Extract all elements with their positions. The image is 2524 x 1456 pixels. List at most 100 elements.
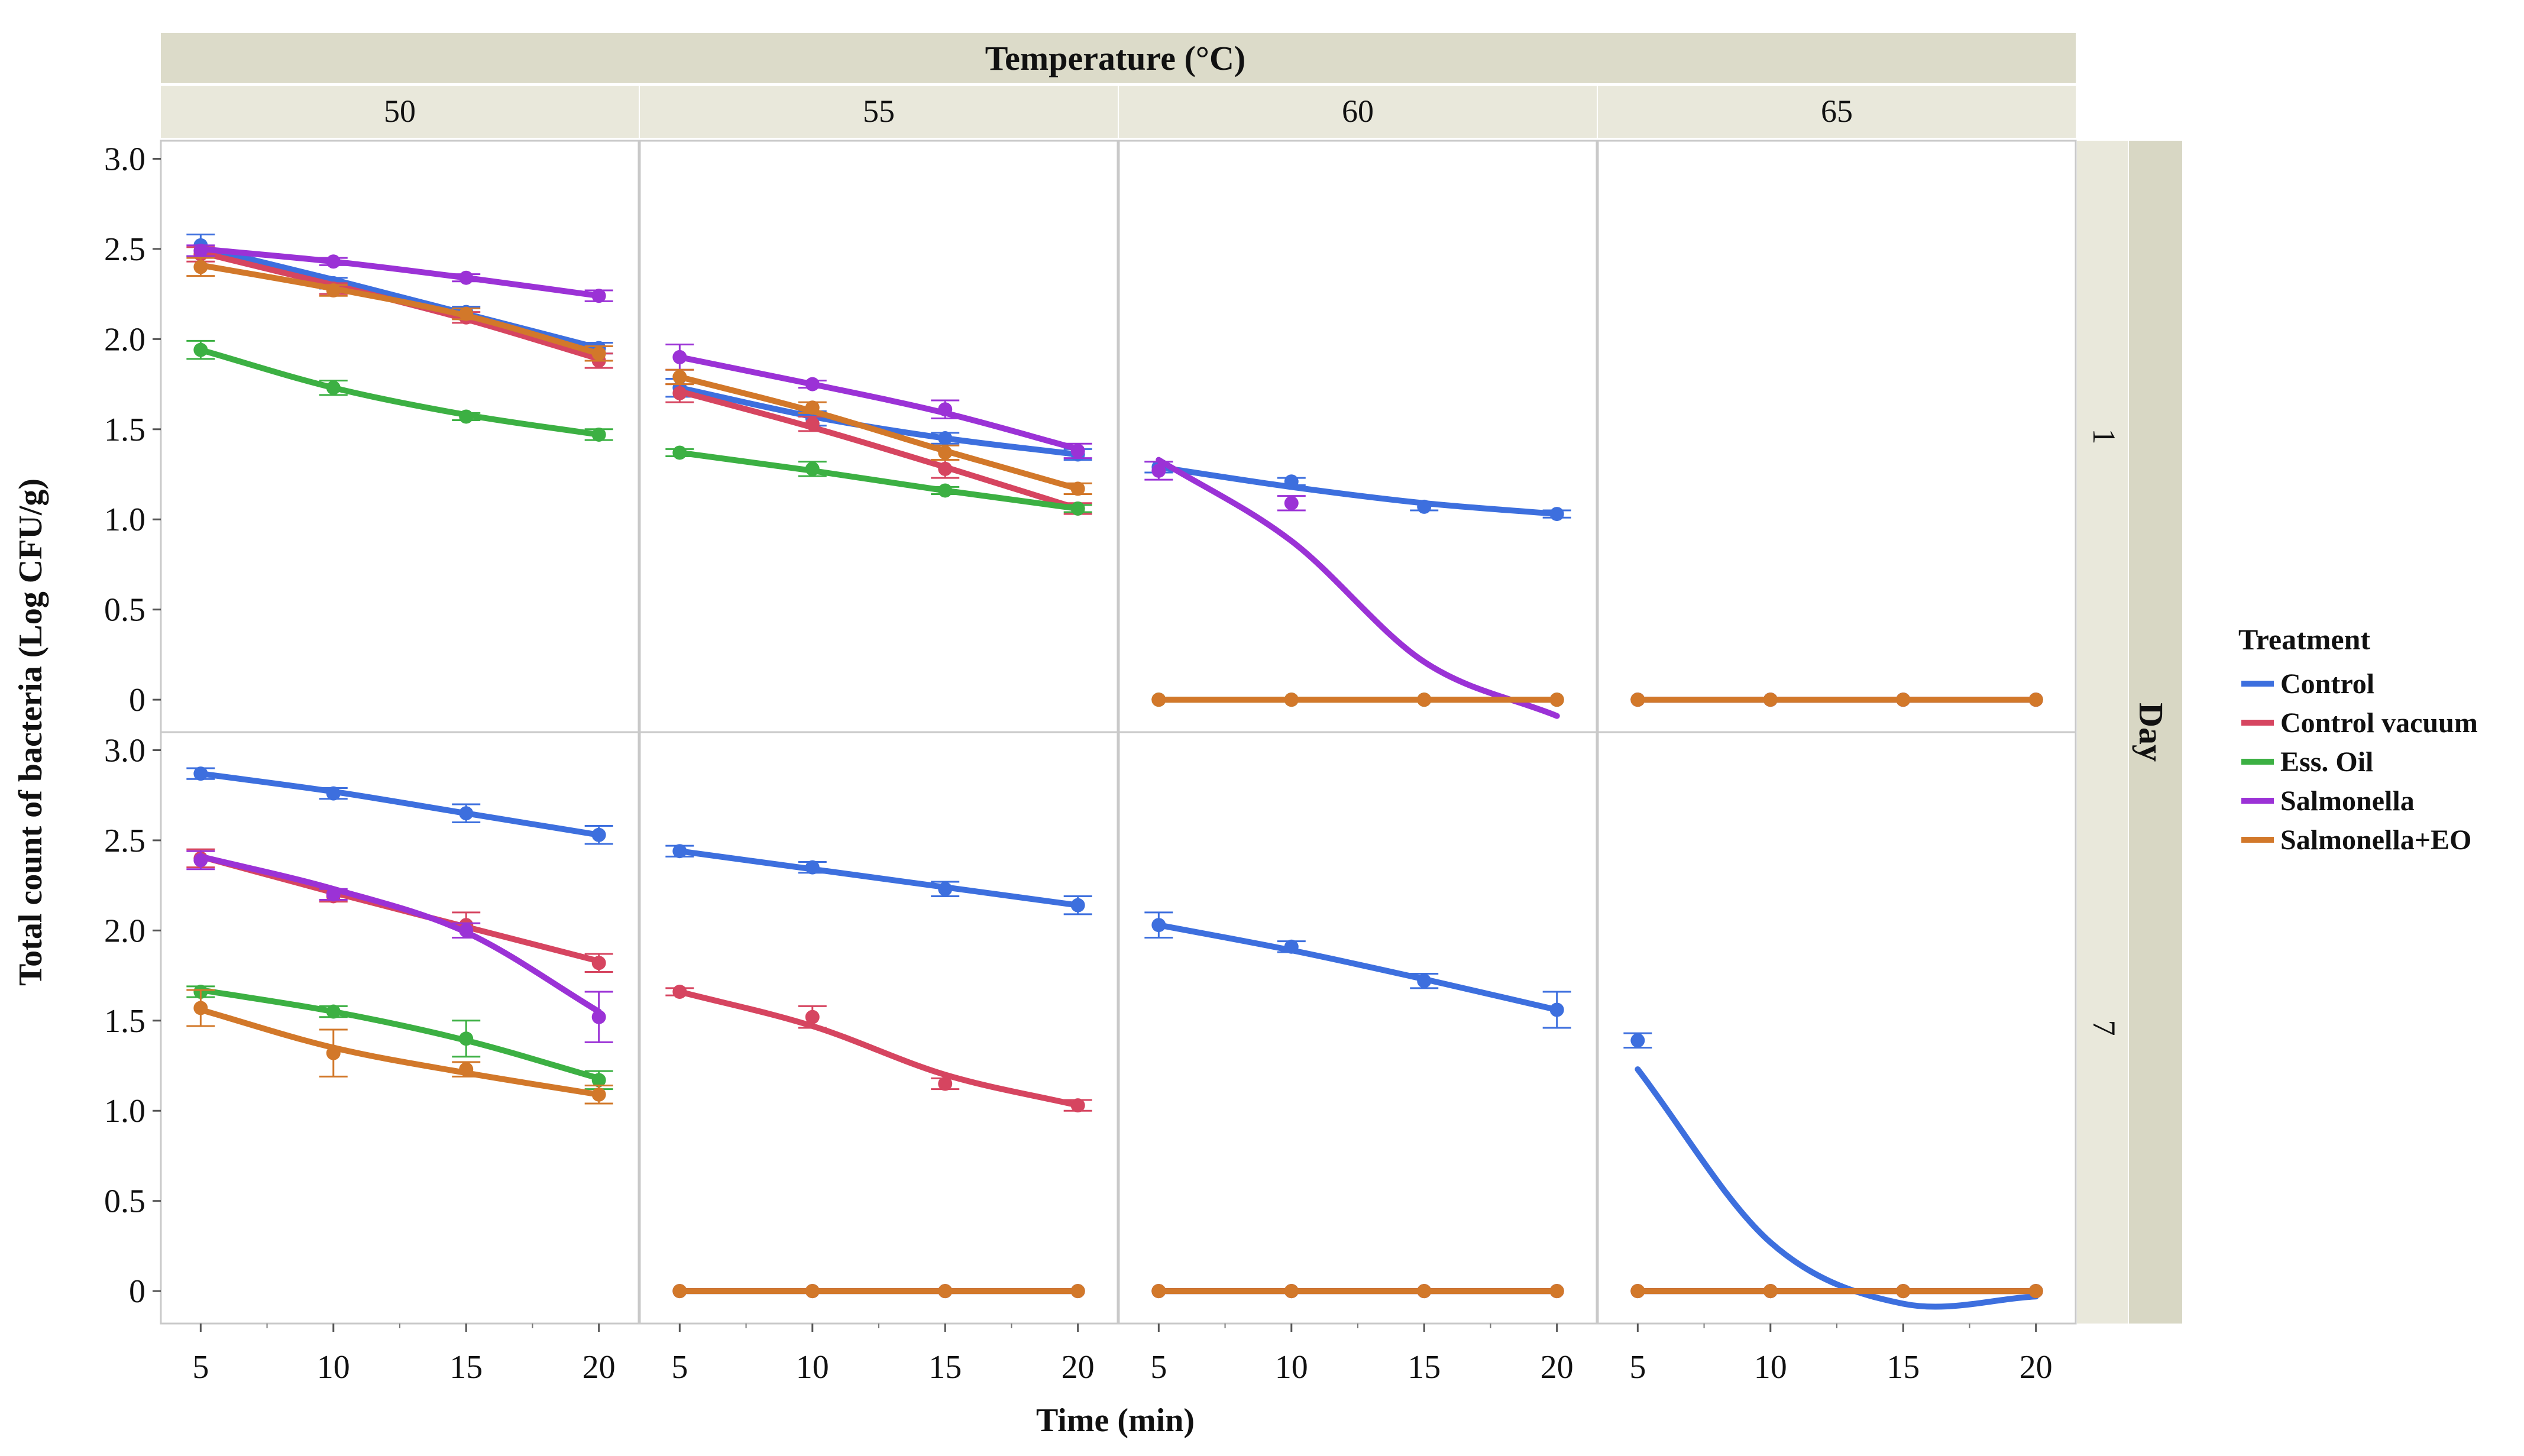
data-point-salmonella-eo [1763,1284,1778,1299]
data-point-salmonella-eo [1070,1284,1085,1299]
data-point-control [1549,507,1564,522]
temperature-facet-label: 60 [1342,93,1374,129]
data-point-control [193,766,208,781]
data-point-control [1284,939,1299,954]
x-tick-label: 10 [796,1349,829,1386]
temperature-facet-label: 55 [863,93,895,129]
data-point-salmonella [459,923,474,938]
data-point-salmonella-eo [591,346,606,361]
data-point-salmonella-eo [1151,693,1166,707]
x-tick-label: 10 [317,1349,350,1386]
data-point-control [672,844,687,859]
x-tick-label: 5 [1629,1349,1646,1386]
data-point-ess-oil [938,483,953,498]
data-point-ess-oil [326,380,341,395]
data-point-salmonella-eo [2028,693,2043,707]
data-point-salmonella-eo [1549,693,1564,707]
data-point-ess-oil [591,1073,606,1088]
temperature-header-title: Temperature (°C) [985,39,1245,77]
temperature-facet-label: 65 [1821,93,1853,129]
data-point-ess-oil [591,427,606,442]
x-tick-label: 10 [1754,1349,1787,1386]
y-tick-label: 1.0 [104,501,145,538]
y-tick-label: 3.0 [104,141,145,177]
data-point-ess-oil [805,461,820,476]
data-point-control [1417,973,1432,988]
data-point-ess-oil [672,445,687,460]
data-point-ess-oil [1070,501,1085,516]
y-tick-label: 1.5 [104,1003,145,1040]
x-tick-label: 20 [1062,1349,1095,1386]
x-tick-label: 5 [671,1349,688,1386]
data-point-salmonella-eo [326,1046,341,1060]
data-point-salmonella [1151,463,1166,478]
temperature-header-bar [161,33,2076,83]
data-point-salmonella-eo [1417,1284,1432,1299]
data-point-control [805,860,820,875]
day-facet-cell [2077,141,2128,732]
fit-line-ess-oil [677,449,1081,512]
data-point-salmonella-eo [1630,693,1645,707]
data-point-control-vacuum [938,1076,953,1091]
axis-layer: Total count of bacteria (Log CFU/g) Time… [12,141,2053,1439]
legend-label-control-vacuum: Control vacuum [2280,707,2478,739]
data-point-salmonella [326,254,341,269]
panel-day-1-temp-50 [186,234,613,442]
day-facet-cell [2077,732,2128,1324]
data-point-salmonella [1070,444,1085,458]
x-tick-label: 15 [928,1349,962,1386]
data-point-control [1630,1033,1645,1048]
data-point-salmonella-eo [1284,1284,1299,1299]
data-point-salmonella [193,243,208,258]
data-point-salmonella-eo [459,1062,474,1077]
y-tick-label: 0 [129,1273,145,1310]
data-point-control-vacuum [1070,1098,1085,1113]
data-point-control [1284,474,1299,489]
y-tick-label: 2.0 [104,913,145,949]
fit-line-control [677,848,1081,908]
data-point-salmonella [672,350,687,364]
data-point-salmonella [326,887,341,902]
y-axis-title: Total count of bacteria (Log CFU/g) [12,478,49,986]
data-point-salmonella-eo [193,1001,208,1015]
y-tick-label: 2.5 [104,231,145,268]
data-point-control [938,882,953,897]
data-point-salmonella-eo [591,1087,606,1102]
fit-line-ess-oil [198,347,602,438]
x-axis-title: Time (min) [1036,1402,1195,1439]
data-point-control [591,827,606,842]
fit-line-salmonella [198,853,602,1015]
data-point-salmonella [1284,496,1299,510]
data-point-control [1417,499,1432,514]
x-tick-label: 15 [1886,1349,1920,1386]
panel-day-1-temp-55 [665,344,1092,516]
panel-day-1-temp-60 [1144,457,1571,719]
data-point-salmonella [193,853,208,868]
legend-label-salmonella: Salmonella [2280,785,2415,817]
data-point-control-vacuum [938,461,953,476]
panel-day-7-temp-55 [665,844,1092,1299]
data-point-ess-oil [459,409,474,424]
data-point-ess-oil [326,1004,341,1019]
data-point-control [326,786,341,801]
x-tick-label: 5 [192,1349,209,1386]
temperature-facet-cell [161,86,639,138]
data-point-salmonella-eo [193,260,208,274]
header-layer: Temperature (°C) Day 50 55 60 65 1 7 [161,33,2182,1324]
data-point-salmonella-eo [1896,693,1911,707]
day-facet-label: 1 [2086,429,2122,445]
data-point-salmonella-eo [1417,693,1432,707]
data-point-salmonella-eo [1630,1284,1645,1299]
temperature-facet-cell [640,86,1118,138]
fit-line-ess-oil [198,987,602,1082]
data-point-salmonella-eo [938,445,953,460]
fit-line-control-vacuum [677,989,1081,1109]
data-point-ess-oil [193,342,208,357]
y-tick-label: 0 [129,682,145,719]
data-point-salmonella-eo [672,370,687,384]
legend-label-ess-oil: Ess. Oil [2280,746,2373,778]
data-point-salmonella-eo [326,283,341,298]
data-point-salmonella-eo [938,1284,953,1299]
